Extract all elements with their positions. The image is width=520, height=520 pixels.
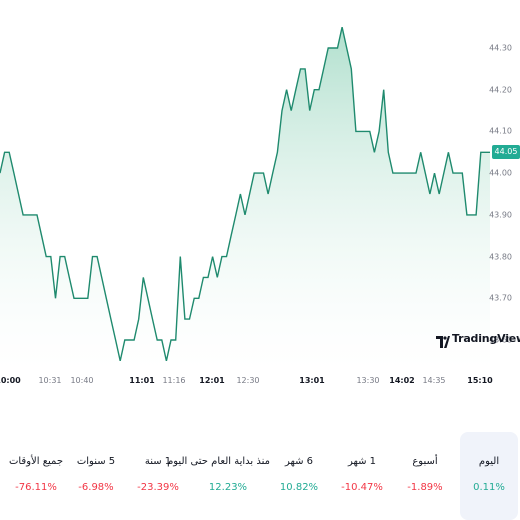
period-label: اليوم — [478, 456, 500, 467]
x-tick-label: 14:35 — [422, 376, 446, 385]
x-tick-label: 12:01 — [199, 376, 225, 385]
price-area-fill — [0, 27, 490, 370]
x-tick-label: 15:10 — [467, 376, 493, 385]
period-label: جميع الأوقات — [8, 456, 64, 467]
period-tab[interactable]: اليوم 0.11% — [460, 432, 518, 520]
x-tick-label: 10:00 — [0, 376, 21, 385]
period-change-value: -76.11% — [15, 482, 57, 493]
period-label: 1 سنة — [144, 456, 172, 467]
tradingview-logo-text: TradingView — [452, 332, 520, 345]
y-tick-label: 44.00 — [489, 168, 512, 178]
period-change-value: 10.82% — [279, 482, 319, 493]
period-tab[interactable]: جميع الأوقات -76.11% — [4, 432, 68, 520]
period-tab[interactable]: 1 شهر -10.47% — [334, 432, 390, 520]
period-change-value: 12.23% — [208, 482, 248, 493]
tradingview-logo[interactable]: TradingView — [436, 332, 520, 348]
period-label: أسبوع — [412, 456, 438, 467]
x-tick-label: 13:30 — [356, 376, 380, 385]
x-tick-label: 13:01 — [299, 376, 325, 385]
x-tick-label: 12:30 — [236, 376, 260, 385]
last-price-label: 44.05 — [492, 145, 520, 160]
y-tick-label: 43.60 — [489, 335, 512, 345]
period-tab[interactable]: منذ بداية العام حتى اليوم 12.23% — [167, 432, 270, 520]
chart-canvas[interactable] — [0, 0, 520, 392]
price-line — [0, 26, 490, 362]
period-label: 1 شهر — [347, 456, 377, 467]
period-label: 5 سنوات — [76, 456, 116, 467]
y-tick-label: 44.10 — [489, 126, 512, 136]
period-tab[interactable]: 6 شهر 10.82% — [271, 432, 327, 520]
y-tick-label: 44.30 — [489, 43, 512, 53]
y-tick-label: 44.20 — [489, 85, 512, 95]
x-tick-label: 10:31 — [38, 376, 62, 385]
period-change-value: 0.11% — [473, 482, 505, 493]
period-tab[interactable]: 5 سنوات -6.98% — [68, 432, 124, 520]
x-tick-label: 10:40 — [70, 376, 94, 385]
performance-periods: اليوم 0.11% أسبوع -1.89% 1 شهر -10.47% 6 شهر 10… — [0, 432, 520, 520]
y-tick-label: 43.90 — [489, 210, 512, 220]
period-tab[interactable]: أسبوع -1.89% — [397, 432, 453, 520]
price-chart[interactable]: 44.30 44.20 44.10 44.00 43.90 43.80 43.70 43.60… — [0, 0, 520, 392]
x-tick-label: 14:02 — [389, 376, 415, 385]
y-tick-label: 43.70 — [489, 293, 512, 303]
period-label: 6 شهر — [284, 456, 314, 467]
period-tab[interactable]: 1 سنة -23.39% — [130, 432, 186, 520]
period-change-value: -6.98% — [78, 482, 114, 493]
x-tick-label: 11:16 — [162, 376, 186, 385]
period-label: منذ بداية العام حتى اليوم — [167, 456, 270, 467]
x-tick-label: 11:01 — [129, 376, 155, 385]
y-tick-label: 43.80 — [489, 252, 512, 262]
period-change-value: -10.47% — [341, 482, 383, 493]
period-change-value: -23.39% — [137, 482, 179, 493]
tradingview-logo-icon — [436, 333, 450, 348]
period-change-value: -1.89% — [407, 482, 443, 493]
